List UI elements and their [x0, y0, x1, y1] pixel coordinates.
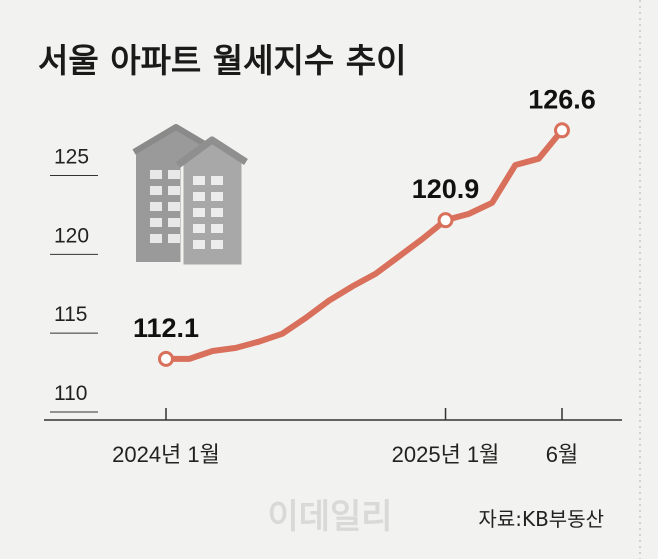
series-layer — [163, 127, 565, 362]
y-tick-label: 110 — [54, 382, 87, 405]
x-axis: 2024년 1월 2025년 1월 6월 — [44, 408, 622, 467]
source-label: 자료:KB부동산 — [478, 507, 604, 531]
x-tick-label: 2024년 1월 — [112, 442, 220, 467]
series-line — [163, 127, 565, 362]
data-point-label: 120.9 — [412, 174, 480, 204]
data-point-marker — [437, 212, 454, 229]
data-point-marker — [554, 122, 570, 139]
y-tick-label: 120 — [54, 224, 89, 247]
data-point-label: 112.1 — [133, 313, 199, 343]
y-tick-label: 125 — [54, 146, 89, 169]
y-tick-label: 115 — [54, 303, 87, 326]
watermark-text: 이데일리 — [267, 497, 392, 537]
chart-title: 서울 아파트 월세지수 추이 — [38, 41, 406, 80]
point-layer: 112.1 120.9 126.6 — [133, 84, 596, 367]
apartment-building-icon — [132, 124, 248, 268]
data-point-marker — [158, 350, 174, 367]
x-tick-label: 2025년 1월 — [392, 442, 500, 467]
x-tick-label: 6월 — [546, 442, 578, 467]
y-axis: 110 115 120 125 — [50, 146, 98, 413]
data-point-label: 126.6 — [528, 84, 596, 114]
